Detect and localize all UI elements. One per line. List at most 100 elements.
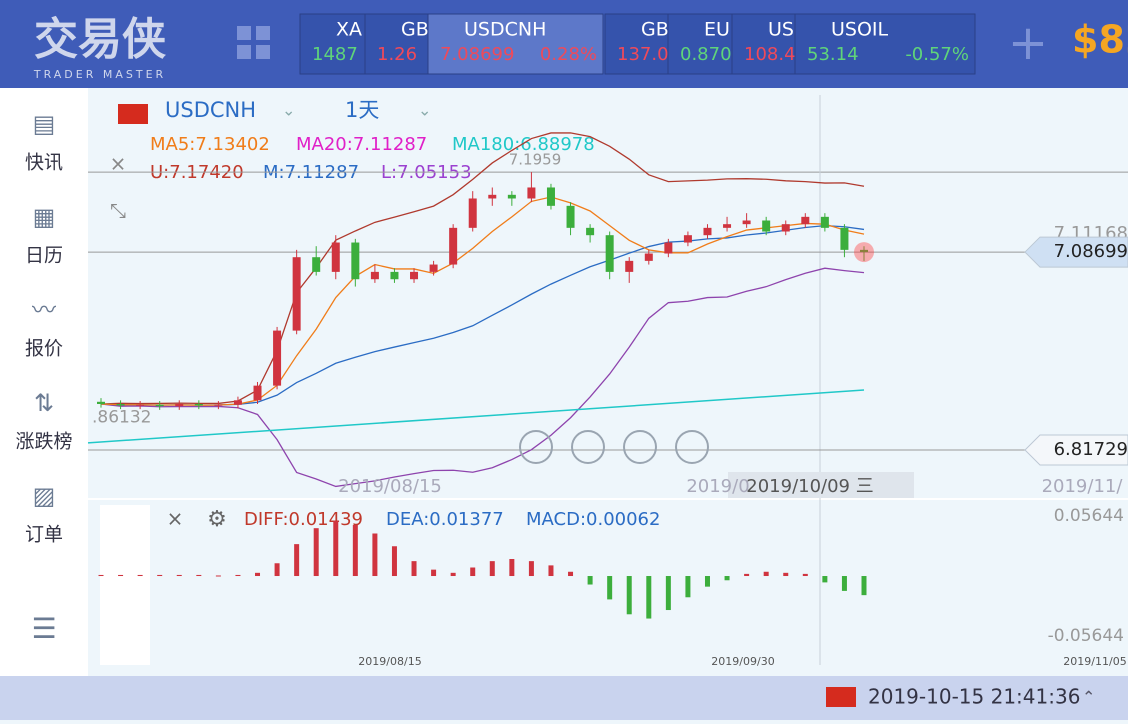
sidebar-icon[interactable]: ▦ [33,203,56,231]
ticker[interactable]: EU 0.870 [667,13,739,75]
sidebar-label[interactable]: 日历 [25,245,63,267]
candle-body [840,227,849,250]
fullscreen[interactable]: ⤡ [110,199,126,223]
candle-body [390,271,399,280]
macd-bar [411,561,417,577]
next[interactable] [623,430,657,464]
sidebar-icon[interactable]: ▤ [33,110,56,138]
candle-body [703,227,712,236]
candle-body [820,216,829,228]
candle-body [116,403,125,406]
period-dropdown[interactable]: ⌄ [418,101,431,120]
sidebar-label[interactable]: 快讯 [25,152,63,174]
ma180 [87,389,865,444]
macd-bar [861,576,867,596]
candle-body [723,224,732,228]
menu-icon[interactable]: ☰ [31,612,56,645]
period[interactable]: 1天 [345,98,379,122]
macd-bar [176,574,182,577]
macd-bar [646,576,652,619]
boll-lower [100,267,865,488]
macd-bar [744,573,750,577]
ticker[interactable]: XA 1487 [299,13,371,75]
logo: 交易侠 [34,14,167,65]
candle-body [175,403,184,407]
close-macd[interactable]: × [167,507,184,531]
macd-bar [509,559,515,577]
symbol[interactable]: USDCNH [165,98,256,122]
macd-bar [196,574,202,577]
macd-settings[interactable]: ⚙ [207,507,227,532]
grid-icon[interactable] [237,26,270,59]
ticker[interactable]: USOIL 53.14 -0.57% [794,13,976,75]
logo-sub: TRADER MASTER [33,68,166,81]
macd-tick: -0.05644 [1048,626,1124,646]
zoom-in[interactable] [675,430,709,464]
macd-bar [704,576,710,587]
macd-bar [215,575,221,577]
prev[interactable] [571,430,605,464]
high-label: 7.1959 [509,151,562,169]
macd-bar [548,565,554,577]
sidebar-label[interactable]: 订单 [25,524,63,546]
divider [88,498,1128,500]
candle-body [605,235,614,272]
status-time: 2019-10-15 21:41:36 [868,685,1080,709]
candle-body [644,253,653,261]
candle-body [801,216,810,225]
date-label: 2019/0 [686,476,749,497]
close-indicator[interactable]: × [110,152,127,176]
sidebar-icon[interactable]: ⇅ [34,389,54,417]
macd-date-label: 2019/11/05 [1063,655,1126,668]
ticker-box [427,13,604,75]
sidebar-label[interactable]: 报价 [25,338,63,360]
ticker-price: 53.14 [807,44,859,65]
ticker-symbol: GB [641,19,669,41]
ticker-change: -0.57% [905,44,969,65]
price-label: 7.08699 [1054,241,1128,262]
candle-body [370,271,379,280]
zoom-out[interactable] [519,430,553,464]
macd-bar [391,546,397,577]
ticker-symbol: US [768,19,794,41]
ticker[interactable]: USDCNH 7.08699 0.28% [427,13,604,75]
status-flag [826,687,856,707]
ticker-box [299,13,371,75]
candle-body [214,404,223,406]
candle-body [527,187,536,199]
sidebar-label[interactable]: 涨跌榜 [15,431,72,453]
candle-body [625,260,634,272]
ticker-symbol: USOIL [831,19,889,41]
candle-body [97,401,105,404]
macd-bar [235,574,241,577]
macd-bar [626,576,632,615]
balance: $82 [1072,18,1128,62]
add-button[interactable]: + [1008,15,1048,71]
sidebar-icon[interactable]: 〰 [32,296,56,324]
ma-label: MA20:7.11287 [296,134,427,155]
playback-controls [519,430,709,464]
macd-bar [822,576,828,583]
candle-body [507,194,516,199]
candle-body [410,271,419,280]
symbol-dropdown[interactable]: ⌄ [282,101,295,120]
ticker-symbol: XA [336,19,362,41]
candle-body [194,403,203,406]
candle-body [742,220,751,225]
date-label: 2019/11/ [1042,476,1124,497]
status-toggle[interactable]: ⌃ [1082,688,1095,707]
sidebar-icon[interactable]: ▨ [33,482,56,510]
macd-bar [118,574,124,577]
price-tag [1024,434,1128,466]
macd-bar [568,571,574,577]
ticker[interactable]: GB 1.26 [364,13,436,75]
ticker-price: 1487 [312,44,358,65]
boll-upper [100,132,865,405]
macd-bar [802,573,808,577]
ticker[interactable]: US 108.4 [731,13,803,75]
ticker[interactable]: GB 137.0 [604,13,676,75]
ticker-price: 137.0 [617,44,669,65]
candle-body [351,242,360,280]
ticker-symbol: USDCNH [464,19,546,41]
